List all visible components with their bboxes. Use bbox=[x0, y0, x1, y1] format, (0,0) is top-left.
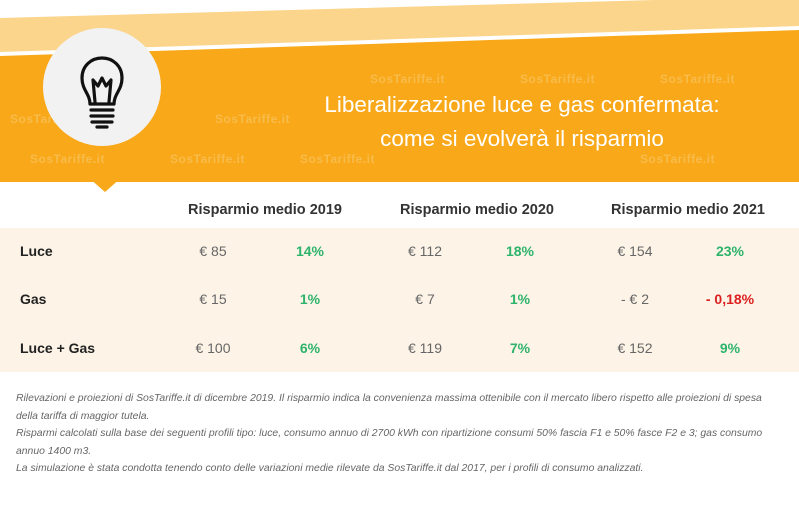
percent-cell: - 0,18% bbox=[705, 291, 755, 307]
percent-cell: 6% bbox=[299, 340, 321, 356]
value-cell: € 112 bbox=[408, 243, 442, 259]
column-header-2020: Risparmio medio 2020 bbox=[400, 202, 554, 218]
value-cell: € 85 bbox=[199, 243, 227, 259]
row-label-luce-gas: Luce + Gas bbox=[20, 340, 96, 356]
value-cell: € 15 bbox=[199, 291, 227, 307]
watermark: SosTariffe.it bbox=[300, 152, 375, 166]
title-line-2: come si evolverà il risparmio bbox=[380, 126, 664, 151]
value-cell: € 152 bbox=[617, 340, 653, 356]
header-pointer bbox=[80, 170, 130, 192]
table-body bbox=[0, 228, 799, 372]
column-header-2019: Risparmio medio 2019 bbox=[188, 202, 342, 218]
lightbulb-icon bbox=[80, 56, 124, 129]
title-line-1: Liberalizzazione luce e gas confermata: bbox=[324, 92, 720, 117]
watermark: SosTariffe.it bbox=[30, 152, 105, 166]
icon-circle bbox=[43, 28, 161, 146]
watermark: SosTariffe.it bbox=[660, 72, 735, 86]
header-background bbox=[0, 0, 799, 182]
footnote: Rilevazioni e proiezioni di SosTariffe.i… bbox=[16, 393, 762, 422]
row-label-luce: Luce bbox=[20, 243, 53, 259]
watermark: SosTariffe.it bbox=[215, 112, 290, 126]
percent-cell: 1% bbox=[509, 291, 531, 307]
footnotes: Rilevazioni e proiezioni di SosTariffe.i… bbox=[16, 390, 786, 478]
row-label-gas: Gas bbox=[20, 291, 47, 307]
value-cell: - € 2 bbox=[620, 291, 649, 307]
page-title: Liberalizzazione luce e gas confermata: … bbox=[262, 88, 782, 156]
percent-cell: 1% bbox=[299, 291, 321, 307]
watermark: SosTariffe.it bbox=[640, 152, 715, 166]
percent-cell: 18% bbox=[505, 243, 535, 259]
percent-cell: 23% bbox=[715, 243, 745, 259]
header-banner: SosTariffe.it SosTariffe.it SosTariffe.i… bbox=[0, 0, 799, 182]
percent-cell: 7% bbox=[509, 340, 531, 356]
footnote: Risparmi calcolati sulla base dei seguen… bbox=[16, 428, 763, 457]
value-cell: € 7 bbox=[415, 291, 435, 307]
percent-cell: 9% bbox=[719, 340, 741, 356]
value-cell: € 154 bbox=[617, 243, 653, 259]
value-cell: € 119 bbox=[408, 340, 442, 356]
footnote: La simulazione è stata condotta tenendo … bbox=[16, 463, 644, 474]
value-cell: € 100 bbox=[195, 340, 231, 356]
percent-cell: 14% bbox=[295, 243, 325, 259]
watermark: SosTariffe.it bbox=[170, 152, 245, 166]
column-header-2021: Risparmio medio 2021 bbox=[611, 202, 765, 218]
watermark: SosTariffe.it bbox=[520, 72, 595, 86]
watermark: SosTariffe.it bbox=[370, 72, 445, 86]
